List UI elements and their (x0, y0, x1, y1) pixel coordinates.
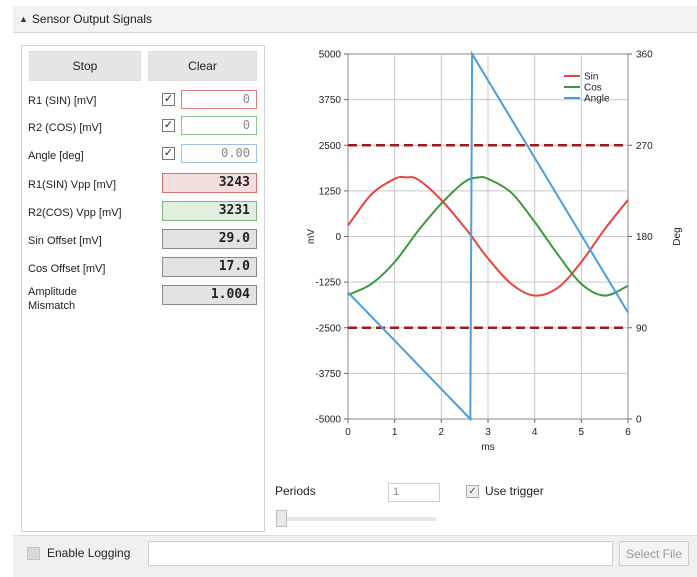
y2-tick-label: 270 (636, 141, 653, 152)
r1-vpp-value: 3243 (162, 173, 257, 193)
use-trigger-label: Use trigger (485, 484, 544, 498)
periods-label: Periods (275, 484, 316, 498)
periods-slider-thumb[interactable] (276, 510, 287, 527)
panel-header[interactable]: ▲ Sensor Output Signals (13, 6, 697, 33)
r2-cos-value: 0 (181, 116, 257, 135)
y-tick-label: 2500 (319, 141, 342, 152)
y-tick-label: -1250 (315, 278, 341, 289)
x-tick-label: 5 (579, 427, 585, 438)
series-line-angle (347, 50, 629, 422)
r2-cos-checkbox[interactable]: ✓ (162, 119, 175, 132)
x-tick-label: 2 (439, 427, 445, 438)
y-tick-label: 3750 (319, 95, 342, 106)
r2-vpp-label: R2(COS) Vpp [mV] (28, 207, 122, 219)
x-tick-label: 4 (532, 427, 538, 438)
panel-title: Sensor Output Signals (31, 12, 152, 26)
periods-slider-track[interactable] (276, 517, 436, 521)
r1-sin-checkbox[interactable]: ✓ (162, 93, 175, 106)
select-file-button[interactable]: Select File (619, 541, 689, 566)
y-tick-label: -2500 (315, 323, 341, 334)
log-file-path-input[interactable] (148, 541, 613, 566)
angle-value: 0.00 (181, 144, 257, 163)
stop-button[interactable]: Stop (29, 51, 141, 81)
enable-logging-checkbox[interactable] (27, 547, 40, 560)
y-tick-label: -3750 (315, 369, 341, 380)
y2-tick-label: 180 (636, 232, 653, 243)
x-tick-label: 3 (485, 427, 491, 438)
x-tick-label: 6 (625, 427, 631, 438)
angle-label: Angle [deg] (28, 150, 84, 162)
clear-button[interactable]: Clear (148, 51, 257, 81)
use-trigger-checkbox[interactable]: ✓ (466, 485, 479, 498)
r1-sin-label: R1 (SIN) [mV] (28, 95, 97, 107)
amplitude-mismatch-value: 1.004 (162, 285, 257, 305)
x-tick-label: 0 (345, 427, 351, 438)
y2-tick-label: 90 (636, 323, 648, 334)
y2-tick-label: 0 (636, 415, 642, 426)
y2-axis-label: Deg (672, 227, 683, 245)
amplitude-mismatch-label: Amplitude Mismatch (28, 286, 77, 312)
y-tick-label: 5000 (319, 50, 342, 61)
x-axis-label: ms (481, 442, 494, 453)
collapse-caret-icon[interactable]: ▲ (19, 14, 28, 24)
legend-label-angle: Angle (584, 94, 610, 105)
y-tick-label: 1250 (319, 186, 342, 197)
cos-offset-label: Cos Offset [mV] (28, 263, 106, 275)
r2-cos-label: R2 (COS) [mV] (28, 122, 102, 134)
periods-input[interactable]: 1 (388, 483, 440, 502)
r1-vpp-label: R1(SIN) Vpp [mV] (28, 179, 117, 191)
enable-logging-label: Enable Logging (47, 546, 131, 560)
cos-offset-value: 17.0 (162, 257, 257, 277)
legend-label-cos: Cos (584, 83, 602, 94)
r1-sin-value: 0 (181, 90, 257, 109)
y-axis-label: mV (306, 229, 317, 244)
y-tick-label: 0 (335, 232, 341, 243)
y2-tick-label: 360 (636, 50, 653, 61)
x-tick-label: 1 (392, 427, 398, 438)
y-tick-label: -5000 (315, 415, 341, 426)
sin-offset-value: 29.0 (162, 229, 257, 249)
series-line-cos (347, 175, 629, 297)
legend-label-sin: Sin (584, 72, 598, 83)
r2-vpp-value: 3231 (162, 201, 257, 221)
sin-offset-label: Sin Offset [mV] (28, 235, 102, 247)
sensor-signal-chart: 0 1 2 3 4 5 6 5000 3750 2500 1250 0 -1250 -2500 -3750 -… (306, 50, 683, 454)
angle-checkbox[interactable]: ✓ (162, 147, 175, 160)
